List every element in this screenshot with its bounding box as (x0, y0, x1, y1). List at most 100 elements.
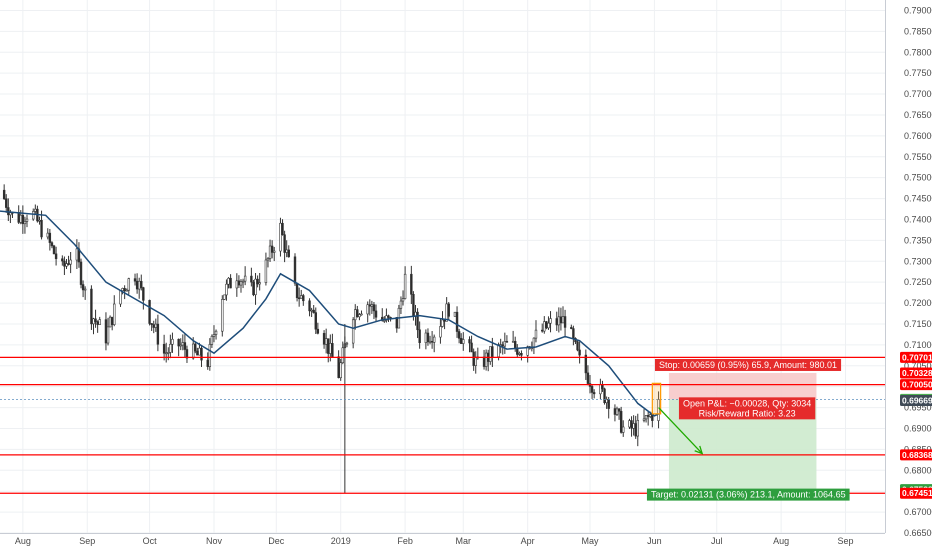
time-tick-label: Mar (456, 536, 472, 546)
candle (518, 351, 521, 357)
price-tag-text: 0.70328 (902, 368, 932, 378)
highlight-box[interactable] (651, 382, 662, 415)
candle (543, 316, 546, 334)
candle (345, 341, 349, 348)
candle (358, 313, 361, 321)
candle (2, 184, 6, 200)
candle (177, 338, 180, 357)
candle (38, 216, 41, 225)
candle (445, 297, 448, 322)
candle (430, 331, 434, 349)
candle (387, 314, 390, 323)
candle (574, 337, 577, 344)
stop-loss-zone[interactable] (668, 372, 817, 400)
candle (295, 282, 299, 302)
stop-label[interactable]: Stop: 0.00659 (0.95%) 65.9, Amount: 980.… (654, 358, 842, 371)
candle (283, 230, 286, 263)
candle (630, 416, 633, 437)
candle (322, 330, 326, 349)
candle (106, 317, 110, 346)
candle (487, 349, 490, 372)
candle (212, 325, 216, 343)
candle (137, 277, 141, 299)
candle (368, 299, 371, 316)
candle (300, 289, 303, 299)
pnl-label[interactable]: Open P&L: −0.00028, Qty: 3034 Risk/Rewar… (678, 397, 816, 420)
projection-arrow[interactable] (658, 407, 704, 455)
time-tick-label: Jun (647, 536, 662, 546)
candle (119, 290, 122, 307)
time-tick-label: May (581, 536, 599, 546)
candle (385, 308, 388, 323)
candle (310, 307, 313, 317)
candle (484, 349, 488, 371)
candle (511, 330, 515, 343)
candle (601, 380, 604, 392)
candle (472, 348, 475, 371)
candle (17, 205, 20, 225)
arrow-shaft (658, 407, 703, 455)
candle (615, 406, 619, 416)
candle (65, 259, 68, 269)
time-axis[interactable]: Aug Sep Oct Nov Dec 2019 Feb Mar Apr May Jun Jul Aug… (15, 536, 854, 546)
price-tag-current: 0.69669 (900, 395, 932, 407)
time-tick-label: 2019 (331, 536, 351, 546)
candle (331, 333, 334, 358)
candle (156, 314, 160, 352)
candle (457, 328, 461, 344)
candle (586, 365, 590, 386)
time-tick-label: Aug (15, 536, 31, 546)
candle (576, 340, 579, 352)
candle (208, 338, 212, 371)
candle (127, 277, 131, 295)
candle (235, 273, 239, 297)
candle (94, 309, 97, 328)
target-label[interactable]: Target: 0.02131 (3.06%) 213.1, Amount: 1… (646, 488, 850, 501)
price-tag-level: 0.70050 (900, 379, 932, 391)
candle (264, 252, 268, 286)
candle (557, 307, 561, 333)
candle (351, 317, 355, 349)
candle (455, 306, 459, 338)
candle (534, 320, 538, 343)
candle (324, 328, 328, 354)
price-tag-text: 0.70050 (902, 380, 932, 390)
candle (25, 214, 29, 228)
candle (366, 301, 369, 323)
candle (194, 342, 197, 354)
price-tag-stop: 0.70328 (900, 367, 932, 379)
candle (636, 413, 639, 447)
price-tag-text: 0.68368 (902, 450, 932, 460)
candle (206, 352, 209, 370)
time-tick-label: Aug (773, 536, 789, 546)
candle (578, 341, 581, 364)
candle (50, 241, 54, 249)
candle (312, 304, 315, 314)
candle (196, 347, 199, 356)
candle (617, 408, 621, 420)
candle (563, 309, 567, 338)
candle (374, 304, 378, 322)
candle (92, 317, 95, 335)
candle (399, 296, 403, 314)
candle (545, 320, 548, 330)
candle (453, 311, 457, 317)
candle (628, 418, 631, 429)
candle (613, 404, 617, 422)
candle (21, 205, 25, 234)
candle (603, 387, 606, 405)
candle (462, 332, 465, 351)
candle (266, 257, 270, 268)
time-tick-label: Dec (268, 536, 285, 546)
candle (459, 333, 463, 344)
time-tick-label: Sep (838, 536, 854, 546)
candle (142, 286, 145, 310)
